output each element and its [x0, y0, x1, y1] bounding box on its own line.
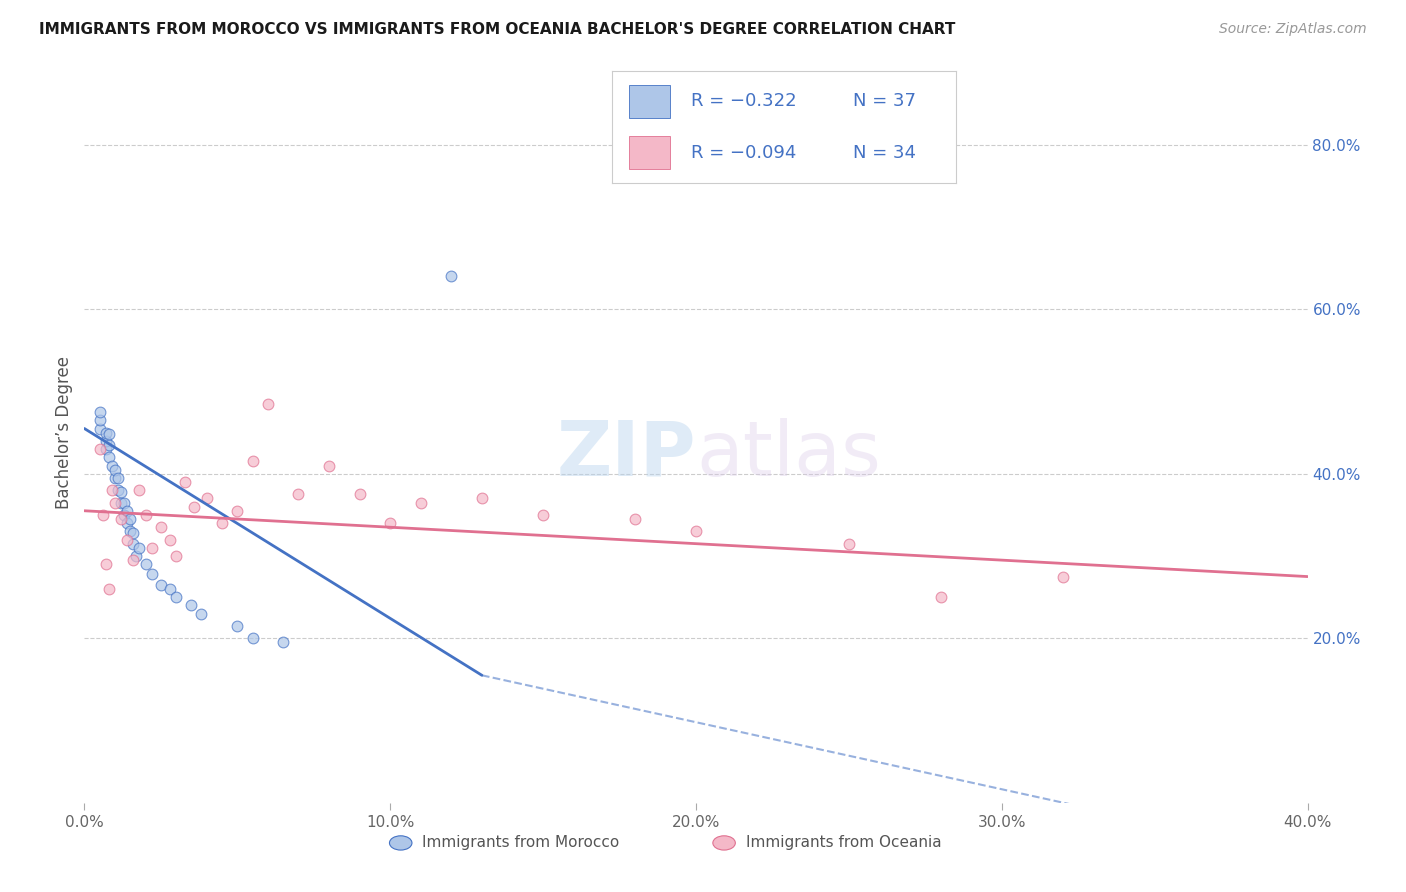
- Point: [89, 442, 111, 456]
- Point: [97, 438, 120, 452]
- Point: [91, 508, 114, 522]
- Point: [195, 491, 218, 506]
- Point: [149, 578, 172, 592]
- Point: [211, 516, 233, 530]
- Point: [685, 524, 707, 539]
- Point: [120, 512, 142, 526]
- Point: [122, 536, 145, 550]
- Point: [97, 582, 120, 596]
- Point: [190, 607, 212, 621]
- FancyBboxPatch shape: [628, 85, 671, 119]
- Point: [115, 533, 138, 547]
- Point: [183, 500, 205, 514]
- Point: [110, 495, 132, 509]
- Point: [115, 516, 138, 530]
- Point: [110, 512, 132, 526]
- Point: [159, 582, 181, 596]
- Point: [531, 508, 554, 522]
- Point: [97, 450, 120, 465]
- Point: [380, 516, 402, 530]
- Point: [128, 483, 150, 498]
- Point: [242, 632, 264, 646]
- Text: IMMIGRANTS FROM MOROCCO VS IMMIGRANTS FROM OCEANIA BACHELOR'S DEGREE CORRELATION: IMMIGRANTS FROM MOROCCO VS IMMIGRANTS FR…: [39, 22, 956, 37]
- Point: [101, 483, 124, 498]
- Point: [929, 590, 952, 604]
- Point: [122, 553, 145, 567]
- Point: [104, 471, 127, 485]
- Text: R = −0.322: R = −0.322: [690, 93, 796, 111]
- Point: [89, 421, 111, 435]
- Point: [112, 495, 135, 509]
- Text: atlas: atlas: [696, 417, 880, 491]
- Point: [107, 471, 129, 485]
- Point: [122, 526, 145, 541]
- Point: [110, 484, 132, 499]
- Point: [89, 413, 111, 427]
- Point: [159, 533, 181, 547]
- Point: [104, 462, 127, 476]
- Point: [174, 475, 197, 489]
- Point: [101, 458, 124, 473]
- Text: Immigrants from Oceania: Immigrants from Oceania: [745, 836, 942, 850]
- Point: [226, 619, 249, 633]
- Point: [165, 549, 187, 563]
- Point: [287, 487, 309, 501]
- Point: [440, 269, 463, 284]
- Point: [1052, 569, 1074, 583]
- Text: Source: ZipAtlas.com: Source: ZipAtlas.com: [1219, 22, 1367, 37]
- Text: N = 37: N = 37: [852, 93, 915, 111]
- Point: [149, 520, 172, 534]
- Point: [257, 397, 280, 411]
- Text: Immigrants from Morocco: Immigrants from Morocco: [422, 836, 619, 850]
- Point: [107, 483, 129, 498]
- Point: [271, 635, 294, 649]
- Point: [135, 558, 157, 572]
- Point: [141, 541, 163, 555]
- Point: [180, 599, 202, 613]
- Point: [226, 504, 249, 518]
- Point: [94, 425, 117, 440]
- Point: [135, 508, 157, 522]
- Point: [128, 541, 150, 555]
- FancyBboxPatch shape: [628, 136, 671, 169]
- Point: [115, 504, 138, 518]
- Point: [349, 487, 371, 501]
- Text: ZIP: ZIP: [557, 417, 696, 491]
- Point: [94, 558, 117, 572]
- Point: [838, 536, 860, 550]
- Text: N = 34: N = 34: [852, 144, 915, 161]
- Y-axis label: Bachelor’s Degree: Bachelor’s Degree: [55, 356, 73, 509]
- Point: [318, 458, 340, 473]
- Point: [104, 495, 127, 509]
- Point: [409, 495, 432, 509]
- Point: [141, 567, 163, 582]
- Point: [97, 427, 120, 442]
- Point: [125, 549, 148, 563]
- Text: R = −0.094: R = −0.094: [690, 144, 796, 161]
- Point: [624, 512, 647, 526]
- Point: [94, 434, 117, 448]
- Point: [89, 405, 111, 419]
- Point: [112, 508, 135, 522]
- Point: [242, 454, 264, 468]
- Point: [165, 590, 187, 604]
- Point: [120, 524, 142, 539]
- Point: [471, 491, 494, 506]
- Point: [94, 442, 117, 456]
